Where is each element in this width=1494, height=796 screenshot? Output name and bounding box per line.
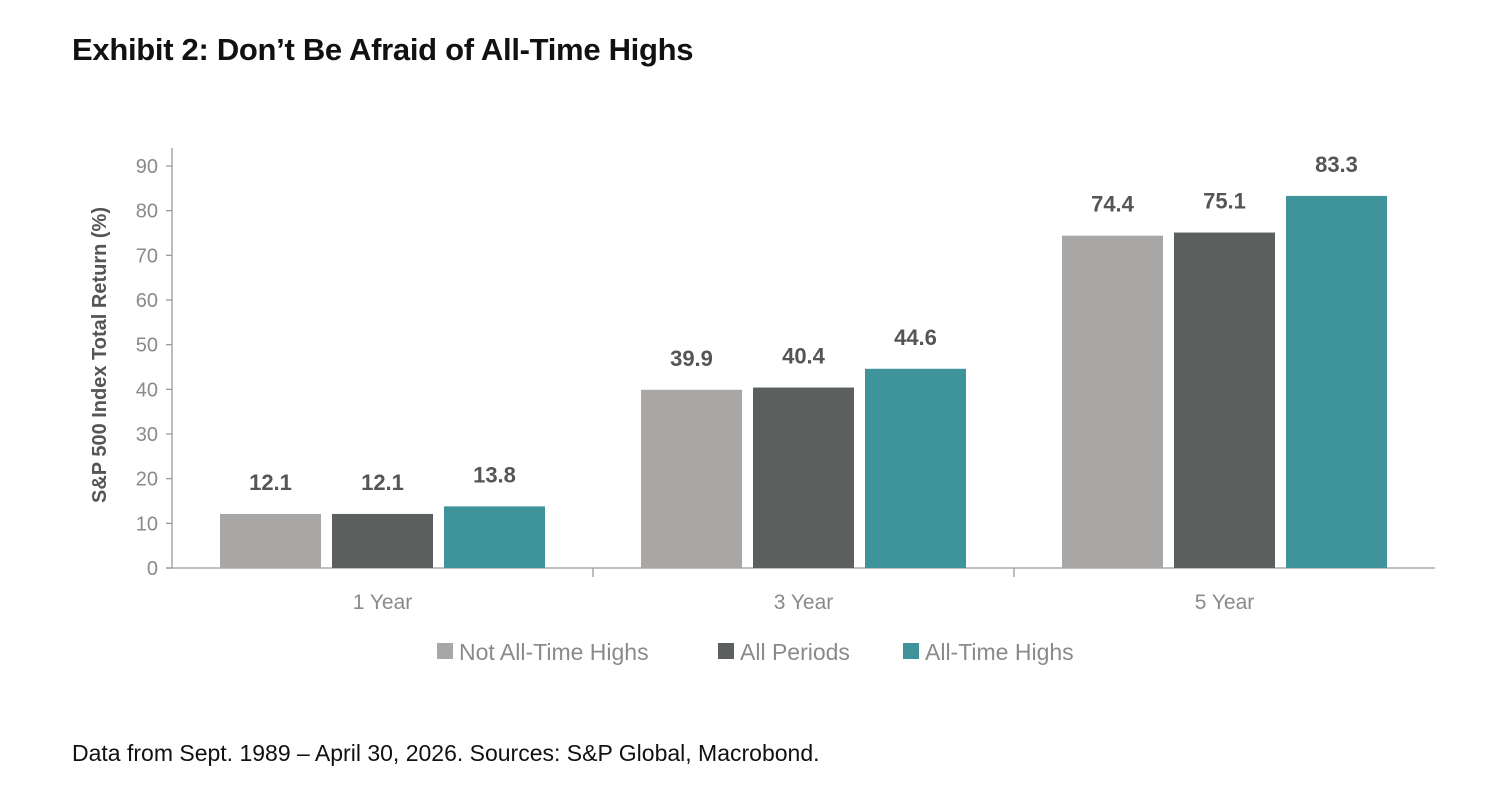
legend-label: All-Time Highs: [925, 639, 1074, 665]
y-tick-label: 50: [136, 335, 158, 357]
x-axis: 1 Year 3 Year 5 Year: [166, 567, 1435, 614]
bar-value-label: 13.8: [473, 462, 516, 487]
bar-chart: 0 10 20 30 40 50 60 70 80 90 1 Year 3 Year 5 Year 1…: [89, 148, 1435, 665]
legend-swatch: [718, 643, 734, 659]
bar-series: [220, 195, 1387, 568]
bar: [332, 513, 433, 568]
legend: Not All-Time Highs All Periods All-Time Hi…: [437, 639, 1074, 665]
y-axis-title: S&P 500 Index Total Return (%): [89, 207, 111, 503]
source-note: Data from Sept. 1989 – April 30, 2026. S…: [72, 740, 820, 766]
bar: [865, 368, 966, 568]
x-category-label: 1 Year: [353, 591, 413, 614]
bar-value-label: 39.9: [670, 346, 713, 371]
y-tick-label: 80: [136, 201, 158, 223]
bar: [1062, 235, 1163, 568]
y-tick-label: 40: [136, 379, 158, 401]
x-category-label: 5 Year: [1195, 591, 1255, 614]
y-tick-label: 30: [136, 424, 158, 446]
bar: [220, 513, 321, 568]
bar: [1174, 232, 1275, 568]
bar-value-label: 40.4: [782, 344, 826, 369]
legend-swatch: [437, 643, 453, 659]
bar: [753, 387, 854, 568]
bar: [1286, 195, 1387, 568]
y-tick-label: 70: [136, 245, 158, 267]
x-category-label: 3 Year: [774, 591, 834, 614]
data-labels: 12.1 12.1 13.8 39.9 40.4 44.6 74.4 75.1 83.3: [249, 152, 1358, 495]
bar-value-label: 75.1: [1203, 189, 1246, 214]
y-tick-label: 0: [147, 558, 158, 580]
legend-label: All Periods: [740, 639, 850, 665]
legend-label: Not All-Time Highs: [459, 639, 649, 665]
bar-value-label: 74.4: [1091, 192, 1135, 217]
y-tick-label: 60: [136, 290, 158, 312]
y-tick-label: 20: [136, 469, 158, 491]
bar-value-label: 44.6: [894, 325, 937, 350]
y-axis: 0 10 20 30 40 50 60 70 80 90: [136, 148, 173, 580]
bar-value-label: 12.1: [361, 470, 404, 495]
page-title: Exhibit 2: Don’t Be Afraid of All-Time H…: [72, 32, 694, 67]
y-tick-label: 90: [136, 156, 158, 178]
bar: [641, 389, 742, 568]
legend-swatch: [903, 643, 919, 659]
bar: [444, 506, 545, 568]
bar-value-label: 12.1: [249, 470, 292, 495]
bar-value-label: 83.3: [1315, 152, 1358, 177]
y-tick-label: 10: [136, 513, 158, 535]
